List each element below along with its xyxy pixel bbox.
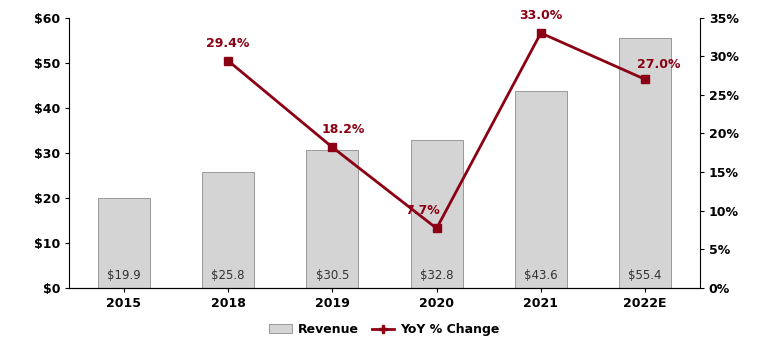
Text: $19.9: $19.9 (107, 270, 141, 283)
Text: $43.6: $43.6 (524, 270, 558, 283)
Text: 33.0%: 33.0% (519, 9, 562, 22)
Bar (98, 198, 150, 288)
Text: 7.7%: 7.7% (405, 204, 440, 217)
Legend: Revenue, YoY % Change: Revenue, YoY % Change (265, 318, 504, 341)
Text: 18.2%: 18.2% (321, 123, 365, 136)
Bar (619, 38, 671, 288)
Text: 27.0%: 27.0% (638, 58, 681, 71)
Bar (202, 172, 255, 288)
YoY % Change (224, 59, 233, 63)
YoY % Change (641, 77, 650, 81)
Text: $55.4: $55.4 (628, 270, 662, 283)
Bar (514, 91, 567, 288)
Text: 29.4%: 29.4% (206, 37, 250, 50)
YoY % Change (328, 145, 337, 150)
YoY % Change (536, 31, 545, 35)
Line: YoY % Change: YoY % Change (224, 29, 649, 232)
Bar (306, 151, 358, 288)
Text: $32.8: $32.8 (420, 270, 454, 283)
Bar (411, 140, 463, 288)
Text: $25.8: $25.8 (211, 270, 245, 283)
YoY % Change (432, 226, 441, 231)
Text: $30.5: $30.5 (316, 270, 349, 283)
